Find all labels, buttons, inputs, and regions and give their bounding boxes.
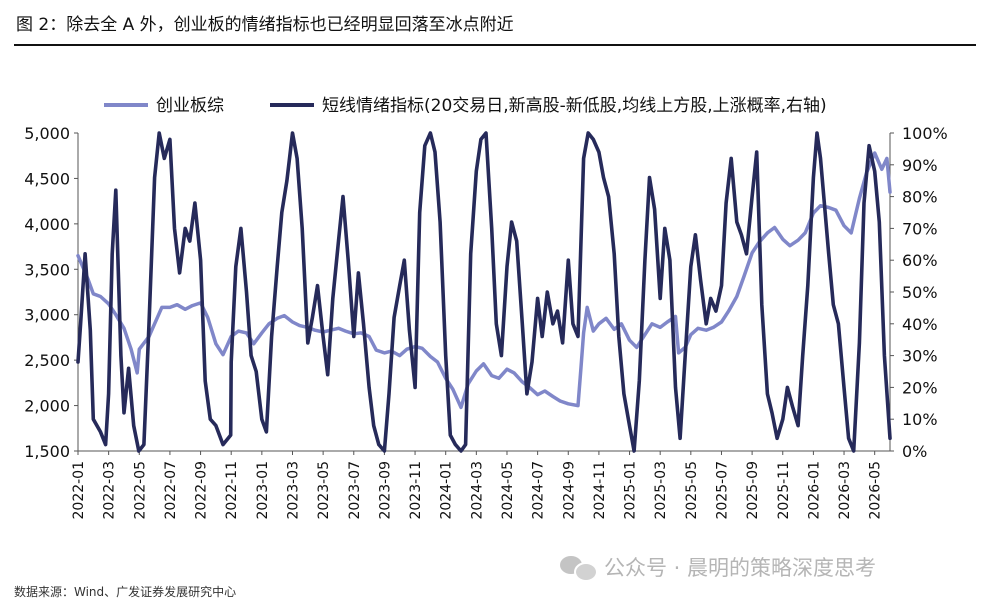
source-note: 数据来源：Wind、广发证券发展研究中心 <box>14 585 237 599</box>
y-right-tick-label: 10% <box>902 410 938 429</box>
x-tick-label: 2022-03 <box>102 461 118 520</box>
y-right-tick-label: 100% <box>902 124 948 143</box>
x-tick-label: 2022-11 <box>224 461 240 520</box>
y-right-tick-label: 60% <box>902 251 938 270</box>
y-left-tick-label: 4,000 <box>24 215 70 234</box>
x-tick-label: 2023-09 <box>377 461 393 520</box>
y-left-tick-label: 2,000 <box>24 397 70 416</box>
legend-label-chinext: 创业板综 <box>156 96 224 116</box>
y-right-tick-label: 70% <box>902 219 938 238</box>
watermark-text: 公众号 · 晨明的策略深度思考 <box>604 556 877 580</box>
x-tick-label: 2022-01 <box>71 461 87 520</box>
x-tick-label: 2023-01 <box>255 461 271 520</box>
x-tick-label: 2025-01 <box>623 461 639 520</box>
watermark: 公众号 · 晨明的策略深度思考 <box>560 552 876 582</box>
y-right-tick-label: 80% <box>902 188 938 207</box>
x-tick-label: 2025-05 <box>684 461 700 520</box>
y-right-tick-label: 20% <box>902 378 938 397</box>
y-right-tick-label: 40% <box>902 315 938 334</box>
x-tick-label: 2025-11 <box>776 461 792 520</box>
x-tick-label: 2025-07 <box>714 461 730 520</box>
x-tick-label: 2023-03 <box>285 461 301 520</box>
x-tick-label: 2026-03 <box>837 461 853 520</box>
x-tick-label: 2024-07 <box>531 461 547 520</box>
x-tick-label: 2023-05 <box>316 461 332 520</box>
x-tick-label: 2026-01 <box>806 461 822 520</box>
y-left-tick-label: 5,000 <box>24 124 70 143</box>
x-tick-label: 2024-09 <box>561 461 577 520</box>
y-right-tick-label: 0% <box>902 442 927 461</box>
x-tick-label: 2023-07 <box>347 461 363 520</box>
y-left-tick-label: 4,500 <box>24 169 70 188</box>
x-tick-label: 2025-03 <box>653 461 669 520</box>
y-right-tick-label: 50% <box>902 283 938 302</box>
figure-title: 图 2：除去全 A 外，创业板的情绪指标也已经明显回落至冰点附近 <box>16 15 514 35</box>
x-tick-label: 2025-09 <box>745 461 761 520</box>
y-left-tick-label: 3,000 <box>24 306 70 325</box>
wechat-icon <box>560 554 598 582</box>
x-tick-label: 2024-03 <box>469 461 485 520</box>
y-left-tick-label: 1,500 <box>24 442 70 461</box>
y-left-tick-label: 2,500 <box>24 351 70 370</box>
legend-label-sentiment: 短线情绪指标(20交易日,新高股-新低股,均线上方股,上涨概率,右轴) <box>322 96 827 116</box>
x-tick-label: 2024-01 <box>439 461 455 520</box>
series-line-chinext <box>76 151 892 410</box>
chart: 5,000 4,500 4,000 3,500 3,000 2,500 2,000 1,500… <box>24 96 948 520</box>
x-tick-label: 2024-05 <box>500 461 516 520</box>
series-line-sentiment <box>76 131 892 453</box>
y-right-tick-label: 90% <box>902 156 938 175</box>
x-tick-label: 2024-11 <box>592 461 608 520</box>
y-left-tick-label: 3,500 <box>24 260 70 279</box>
x-tick-label: 2022-09 <box>194 461 210 520</box>
x-tick-label: 2026-05 <box>868 461 884 520</box>
x-tick-label: 2022-05 <box>132 461 148 520</box>
x-tick-label: 2022-07 <box>163 461 179 520</box>
y-right-tick-label: 30% <box>902 347 938 366</box>
title-divider <box>14 44 976 46</box>
x-tick-label: 2023-11 <box>408 461 424 520</box>
